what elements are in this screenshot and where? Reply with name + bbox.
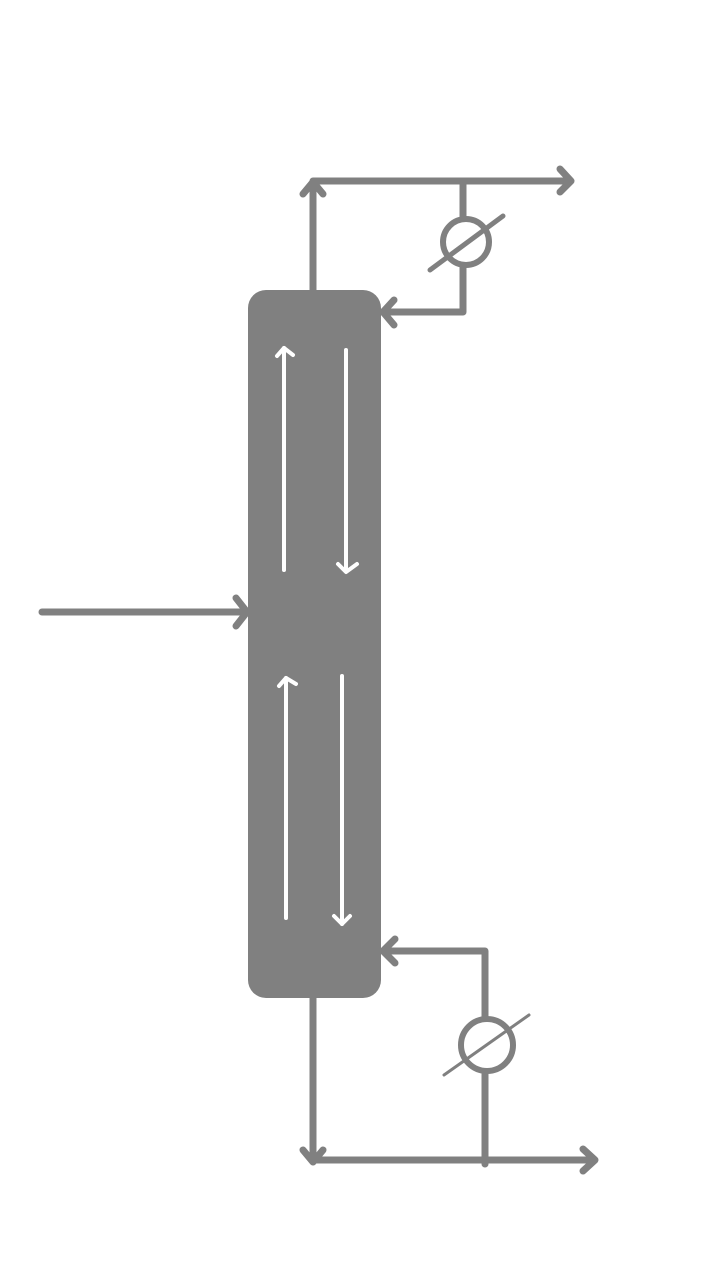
rectifying-vapor-up-arrow — [275, 346, 295, 572]
condenser-icon — [427, 213, 506, 273]
boilup-stream-arrow — [379, 935, 489, 1022]
overhead-vapor-line — [299, 178, 327, 294]
reflux-stream-arrow — [379, 262, 467, 329]
stripping-vapor-up-arrow — [277, 676, 298, 920]
reboiler-icon — [442, 1013, 531, 1077]
stripping-liquid-down-arrow — [332, 674, 352, 926]
distillate-product-arrow — [309, 165, 575, 196]
rectifying-liquid-down-arrow — [336, 348, 359, 574]
bottoms-stream-line — [299, 994, 327, 1166]
feed-stream-arrow — [38, 594, 251, 630]
internal-flow-arrows — [275, 346, 359, 926]
distillation-column — [248, 290, 381, 998]
bottoms-product-arrow — [309, 1145, 599, 1175]
